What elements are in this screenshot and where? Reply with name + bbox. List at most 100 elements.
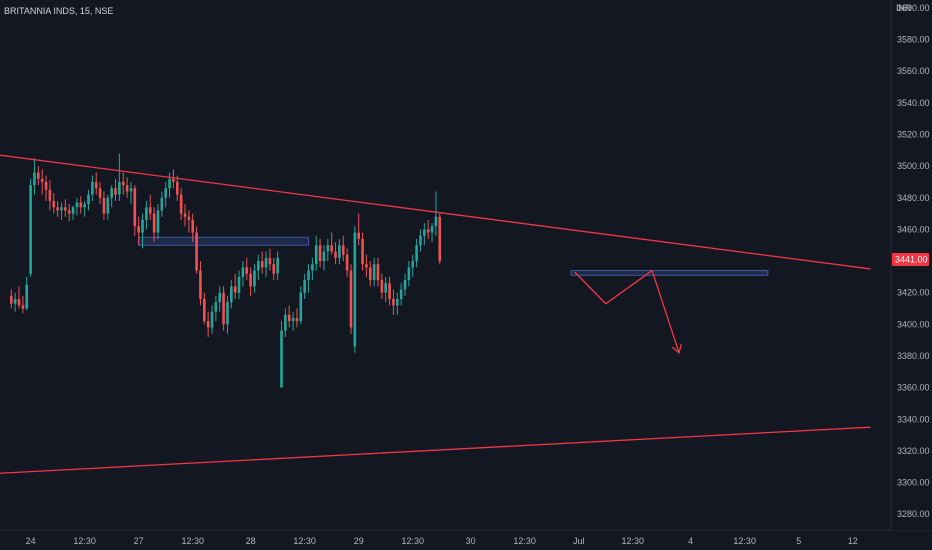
projection-path[interactable]: [574, 269, 680, 354]
candle: [83, 200, 86, 217]
candle: [399, 283, 403, 306]
candle: [87, 189, 90, 211]
zone-27[interactable]: [138, 236, 310, 246]
price-tick-label: 3580.00: [897, 35, 930, 45]
projection-layer: [574, 269, 682, 354]
price-tick-label: 3380.00: [897, 351, 930, 361]
candle: [79, 196, 83, 214]
candle: [91, 175, 94, 201]
candle: [368, 261, 372, 287]
candle: [71, 205, 75, 220]
current-price-tag-background: [892, 252, 929, 266]
candle: [60, 202, 63, 220]
candle: [415, 238, 418, 268]
candle: [25, 276, 29, 311]
candle: [98, 181, 102, 205]
candle: [13, 292, 17, 312]
candle: [380, 273, 384, 300]
candle: [191, 213, 195, 243]
candle: [438, 213, 442, 265]
candle: [214, 295, 218, 322]
candle: [384, 276, 388, 303]
candle: [183, 204, 187, 227]
price-tick-label: 3480.00: [897, 193, 930, 203]
candle: [318, 238, 322, 268]
candle: [361, 232, 364, 271]
time-axis[interactable]: 24 12:30 27 12:30 28 12:30 29 12:30 30 12:30 Jul 12…: [26, 536, 858, 546]
price-tick-label: 3500.00: [897, 161, 930, 171]
candle: [299, 286, 303, 325]
price-axis[interactable]: 3280.00 3300.00 3320.00 3340.00 3360.00 3380.…: [897, 3, 930, 519]
candle: [199, 261, 202, 306]
candle: [129, 181, 133, 205]
candle: [110, 185, 113, 208]
candles-layer: [10, 153, 442, 388]
candle: [419, 229, 422, 252]
candle: [133, 185, 137, 236]
candle: [29, 178, 32, 277]
time-tick-label: 12:30: [293, 536, 316, 546]
candle: [206, 311, 210, 337]
candle: [330, 232, 333, 255]
candle: [67, 204, 71, 222]
candle: [295, 308, 299, 328]
candle: [407, 261, 411, 287]
candle: [64, 199, 67, 217]
candle: [249, 267, 252, 296]
candle: [334, 242, 337, 265]
candle: [56, 200, 59, 217]
candle: [345, 248, 349, 277]
candle: [33, 158, 36, 195]
price-tick-label: 3540.00: [897, 98, 930, 108]
price-tick-label: 3280.00: [897, 509, 930, 519]
time-tick-label: 12:30: [733, 536, 756, 546]
candle: [152, 207, 156, 243]
time-tick-label: 12:30: [621, 536, 644, 546]
candle: [121, 172, 125, 195]
candle: [237, 270, 241, 300]
price-tick-label: 3360.00: [897, 383, 930, 393]
candle: [156, 204, 160, 239]
candle: [114, 178, 117, 201]
price-tick-label: 3460.00: [897, 224, 930, 234]
current-price-label: 3441.00: [895, 254, 928, 264]
candle: [287, 305, 291, 328]
time-tick-label: 28: [246, 536, 256, 546]
candle: [434, 191, 438, 236]
candle: [44, 175, 48, 201]
price-tick-label: 3420.00: [897, 288, 930, 298]
candle: [75, 197, 79, 216]
candle: [257, 254, 260, 281]
candle: [241, 261, 245, 287]
time-tick-label: 12:30: [513, 536, 536, 546]
candle: [314, 235, 318, 271]
trendline-lower[interactable]: [0, 426, 871, 478]
price-tick-label: 3320.00: [897, 446, 930, 456]
candle: [322, 245, 326, 271]
candle: [10, 289, 13, 309]
candle: [210, 305, 214, 334]
candle: [388, 276, 391, 306]
candle: [21, 295, 25, 314]
time-tick-label: 12:30: [73, 536, 96, 546]
candle: [326, 238, 330, 262]
price-tick-label: 3340.00: [897, 414, 930, 424]
candle: [48, 180, 52, 211]
zone-jul[interactable]: [570, 270, 769, 276]
trendlines-layer: [0, 144, 871, 478]
projection-arrow-head: [671, 343, 682, 354]
candle: [52, 193, 56, 214]
candle: [284, 308, 287, 337]
candle: [102, 191, 106, 220]
time-tick-label: 30: [466, 536, 476, 546]
time-tick-label: 29: [354, 536, 364, 546]
candle: [338, 238, 341, 265]
candle: [145, 200, 148, 230]
candle: [230, 280, 233, 309]
trendline-upper[interactable]: [0, 144, 871, 270]
candle: [280, 321, 283, 388]
candle: [40, 169, 44, 195]
